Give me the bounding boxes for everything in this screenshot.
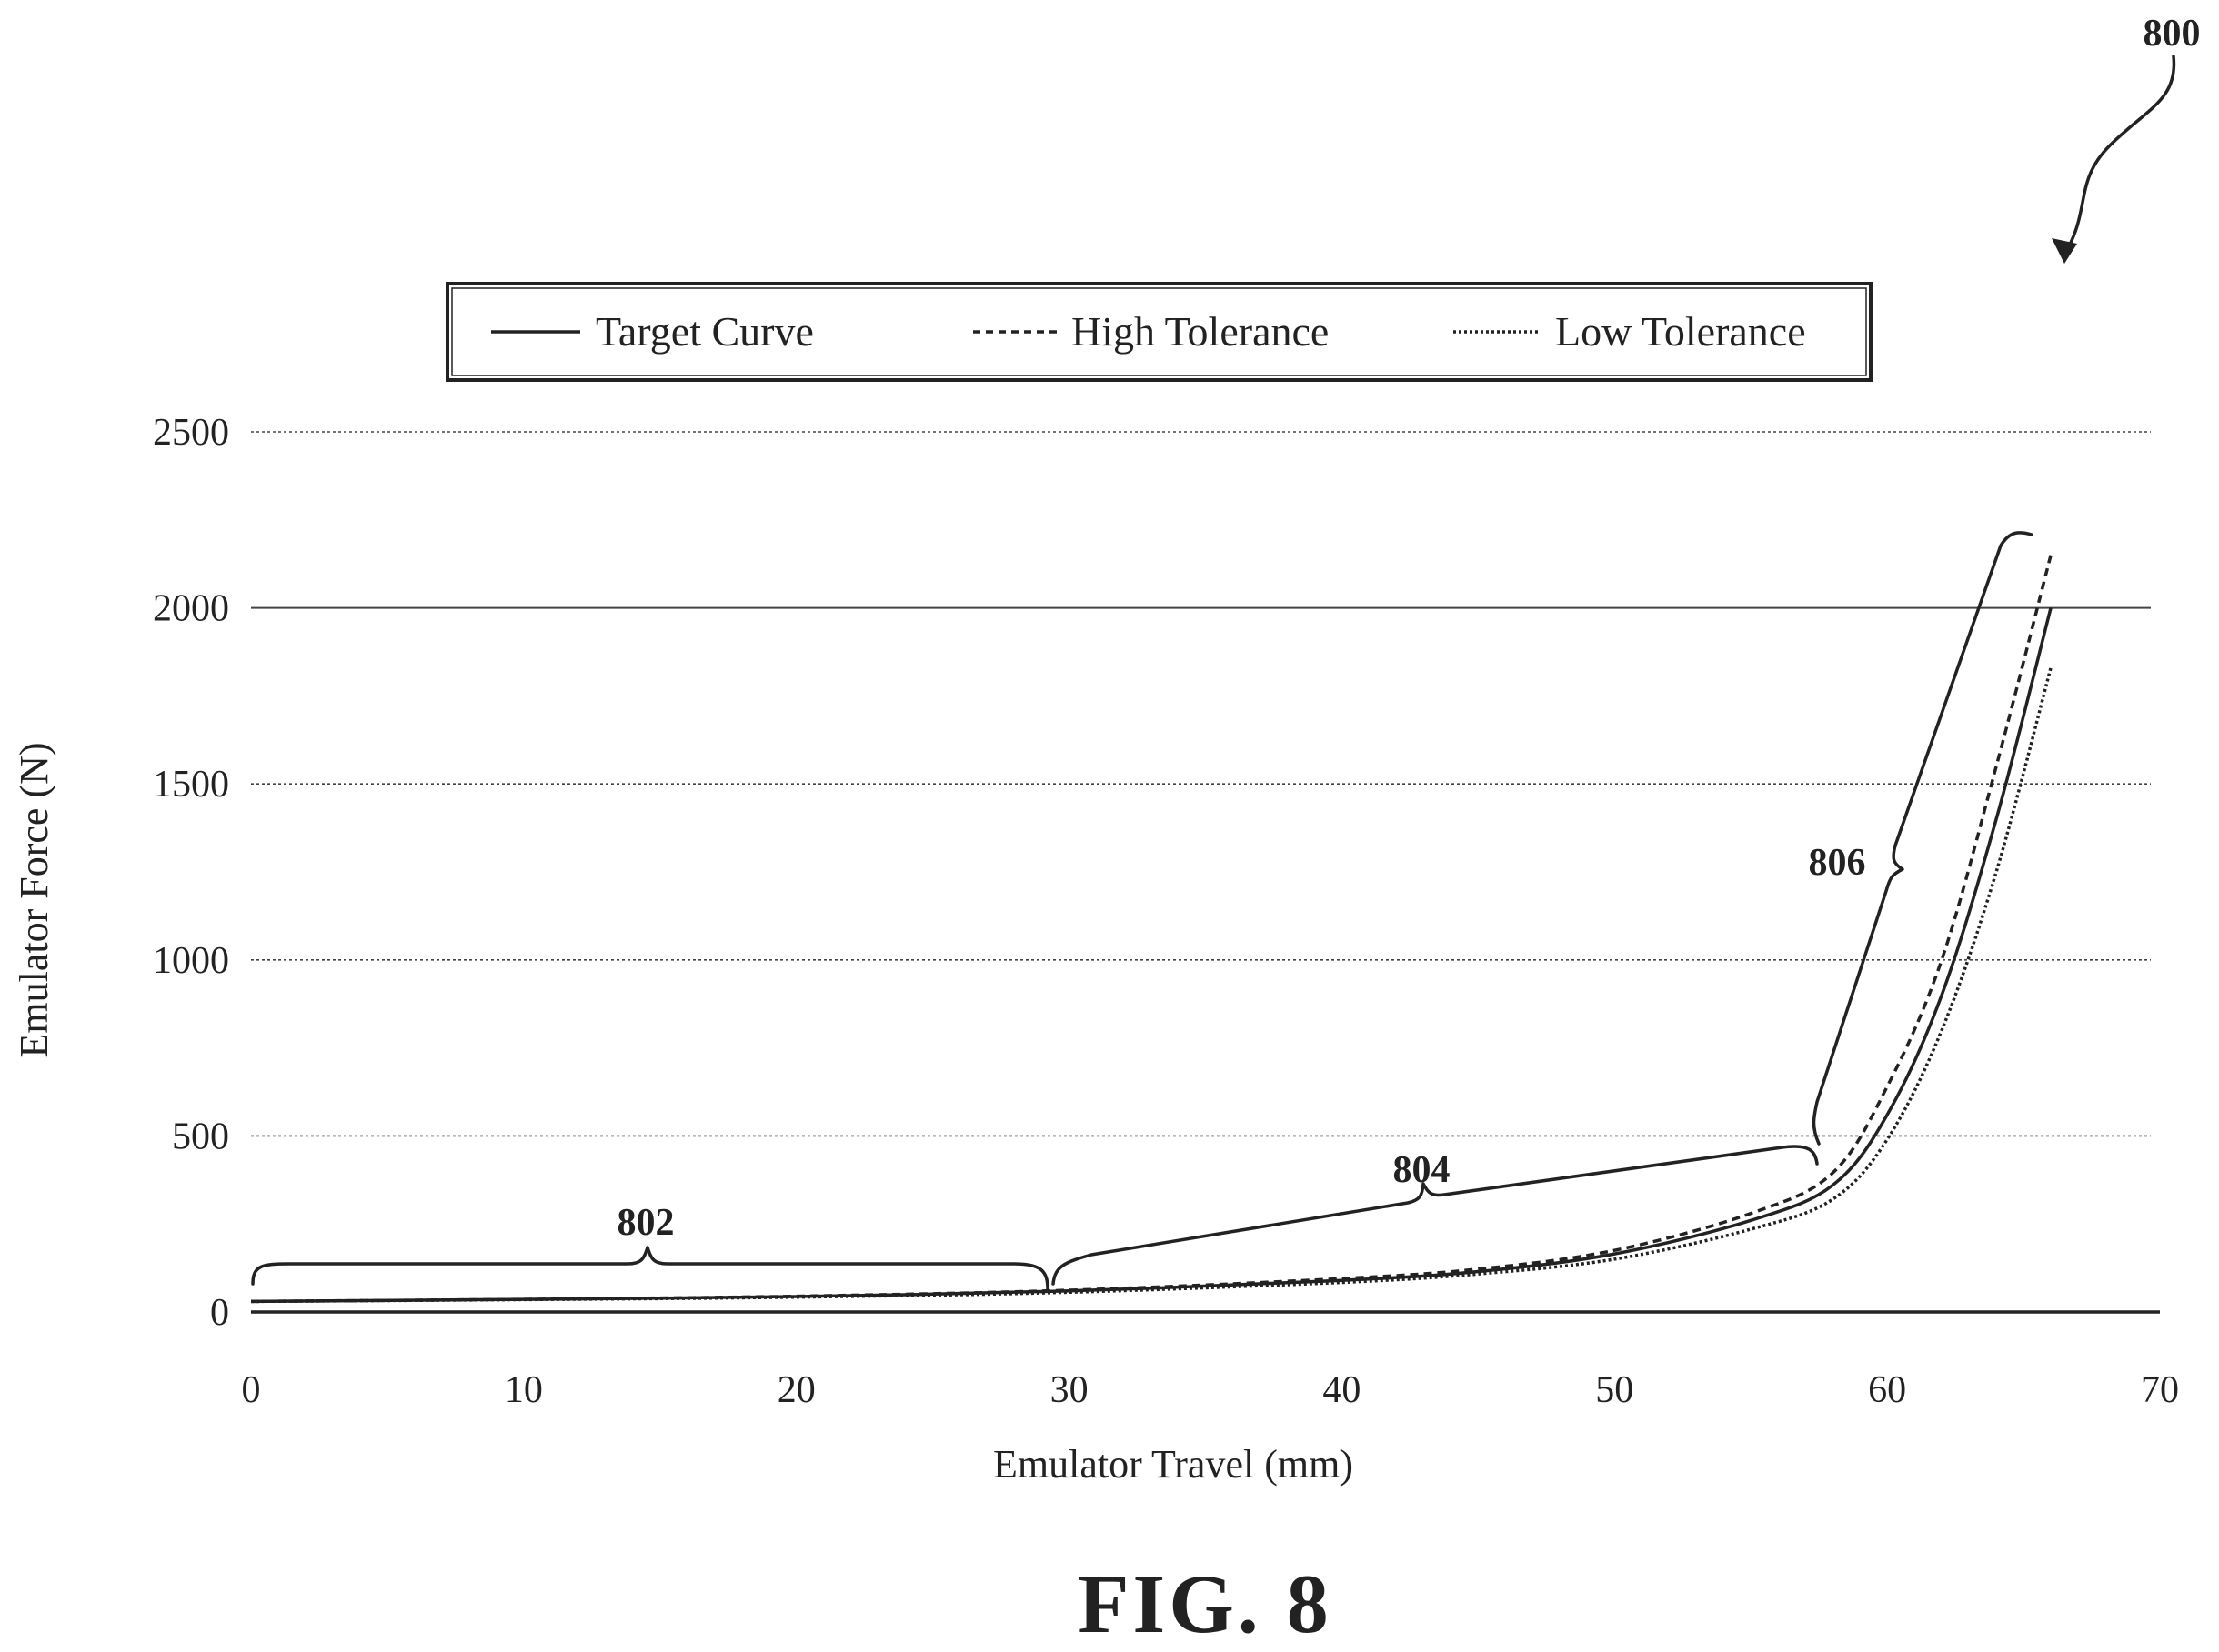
figure-caption: FIG. 8 [1078, 1557, 1332, 1650]
x-tick-label: 40 [1322, 1369, 1361, 1411]
ref-800: 800 [2144, 13, 2201, 55]
legend-label-target: Target Curve [596, 308, 814, 355]
y-tick-label: 500 [172, 1116, 229, 1157]
legend-label-high: High Tolerance [1071, 308, 1329, 355]
x-tick-label: 30 [1050, 1369, 1089, 1411]
legend-box [446, 282, 1873, 382]
bracket-806 [1812, 531, 2033, 1146]
y-axis-title: Emulator Force (N) [12, 743, 56, 1058]
x-tick-label: 20 [778, 1369, 816, 1411]
series-line-target-curve [250, 607, 2053, 1304]
x-tick-label: 10 [505, 1369, 543, 1411]
x-tick-label: 50 [1595, 1369, 1633, 1411]
legend-label-low: Low Tolerance [1555, 308, 1806, 355]
bracket-802 [251, 1246, 1049, 1291]
y-tick-labels: 0 500 1000 1500 2000 2500 [153, 412, 229, 1334]
bracket-804 [1051, 1145, 1819, 1286]
x-tick-labels: 0 10 20 30 40 50 60 70 [242, 1369, 2180, 1411]
ref-802: 802 [618, 1202, 675, 1244]
y-tick-label: 0 [210, 1292, 229, 1334]
ref-804: 804 [1393, 1149, 1451, 1191]
series-line-low-tolerance [250, 666, 2053, 1304]
y-tick-label: 1000 [153, 940, 229, 982]
ref-800-arrowhead [2052, 238, 2077, 264]
ref-806: 806 [1809, 842, 1866, 884]
legend: Target Curve High Tolerance Low Toleranc… [446, 282, 1873, 382]
series-layer [250, 555, 2160, 1314]
y-tick-label: 2500 [153, 412, 229, 454]
x-axis-title: Emulator Travel (mm) [993, 1442, 1353, 1487]
y-tick-label: 1500 [153, 764, 229, 806]
x-tick-label: 0 [242, 1369, 261, 1411]
grid-layer [251, 431, 2151, 1137]
series-line-high-tolerance [250, 555, 2053, 1304]
x-tick-label: 70 [2141, 1369, 2179, 1411]
ref-800-arrow [2063, 55, 2176, 256]
y-tick-label: 2000 [153, 588, 229, 630]
x-tick-label: 60 [1868, 1369, 1906, 1411]
